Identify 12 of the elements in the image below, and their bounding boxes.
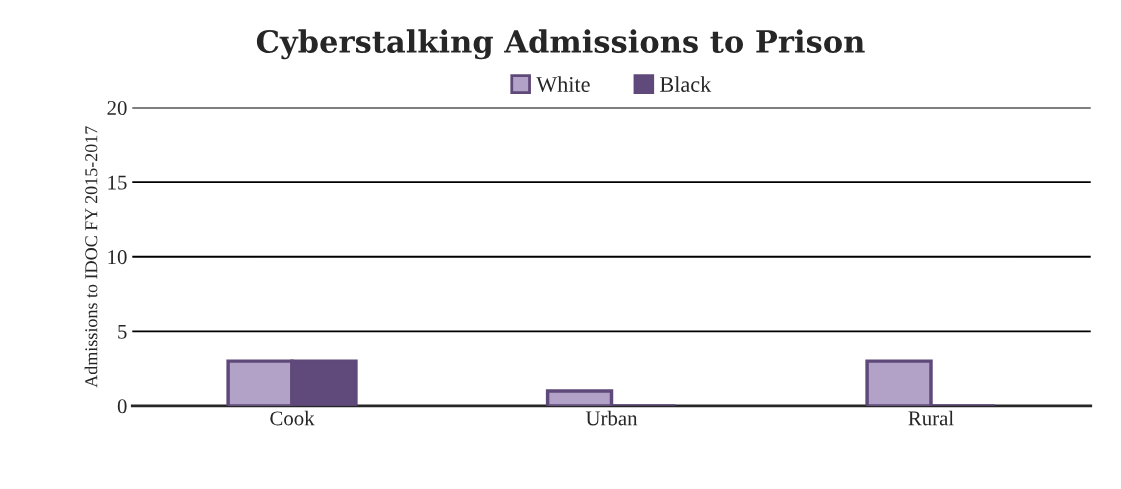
legend-label: Black [660,76,712,92]
y-tick-label: 5 [118,324,127,339]
x-tick-label: Rural [908,410,954,426]
y-tick-label: 0 [117,399,127,414]
y-tick-label: 15 [108,175,127,190]
y-tick-label: 10 [108,250,127,265]
chart-title: Cyberstalking Admissions to Prison [256,29,865,60]
legend-label: White [536,76,590,93]
y-tick-label: 20 [107,100,127,116]
x-tick-label: Cook [270,410,315,426]
x-tick-label: Urban [585,410,638,426]
y-axis-title: Admissions to IDOC FY 2015-2017 [84,126,98,388]
